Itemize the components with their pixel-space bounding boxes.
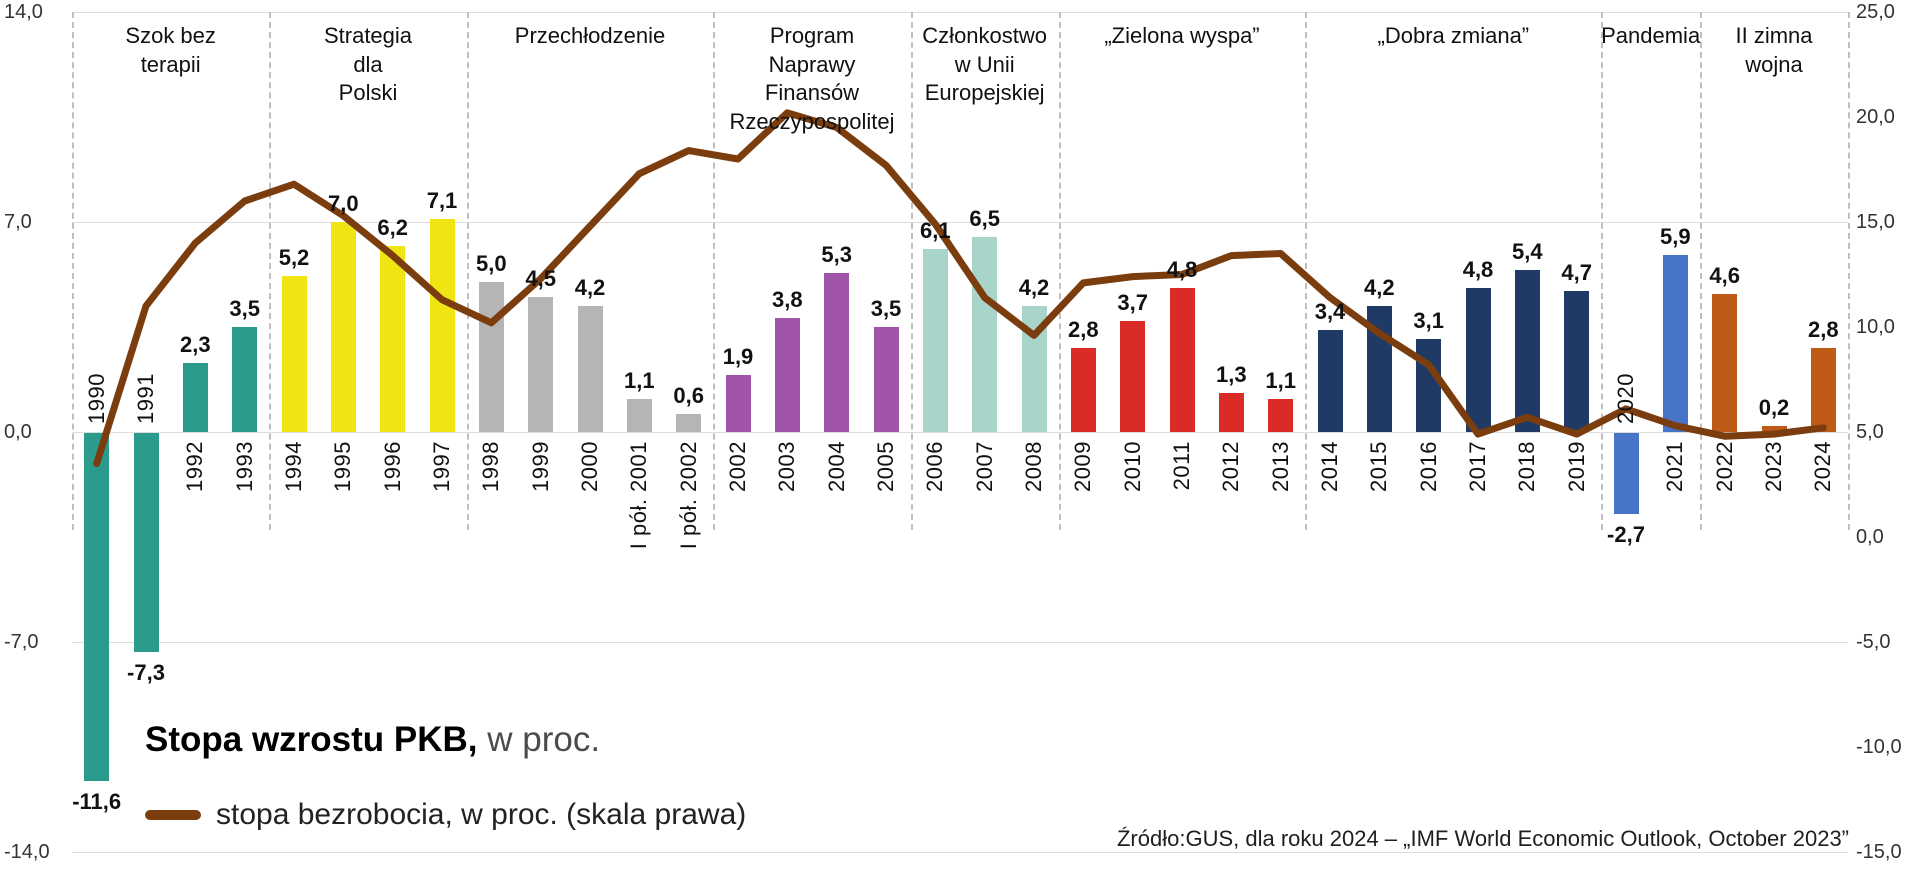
- bar-value-label: 4,5: [525, 266, 556, 291]
- bar-value-label: 2,8: [1068, 317, 1099, 342]
- legend-gdp-title-bold: Stopa wzrostu PKB,: [145, 720, 478, 759]
- bar-value-label: 6,5: [969, 206, 1000, 231]
- right-axis-tick: 20,0: [1856, 106, 1895, 128]
- bar-value-label: 1,1: [624, 368, 655, 393]
- era-label-line: „Zielona wyspa”: [1104, 23, 1260, 48]
- right-axis-tick: 5,0: [1856, 421, 1884, 443]
- bar-value-label: -11,6: [72, 789, 122, 814]
- bar-value-label: 1,3: [1216, 362, 1247, 387]
- era-label-line: Naprawy: [768, 51, 856, 77]
- right-axis-tick: -10,0: [1856, 736, 1902, 758]
- bar-value-label: 3,5: [229, 296, 260, 321]
- era-label: Program Naprawy Finansów Rzeczypospolitej: [729, 22, 894, 136]
- era-label: Szok bez terapii: [125, 22, 216, 79]
- era-label: Pandemia: [1601, 22, 1700, 51]
- right-axis-tick: -5,0: [1856, 631, 1891, 653]
- era-label-line: w Unii: [954, 51, 1015, 77]
- right-axis-tick: 0,0: [1856, 526, 1884, 548]
- era-label-line: wojna: [1745, 51, 1803, 77]
- era-label: Strategia dla Polski: [324, 22, 412, 108]
- bar-value-label: 3,5: [870, 296, 902, 321]
- era-label: Członkostwo w Unii Europejskiej: [922, 22, 1047, 108]
- bar-value-label: 0,2: [1758, 395, 1790, 420]
- era-label: II zimna wojna: [1735, 22, 1812, 79]
- bar: [84, 433, 110, 781]
- bar-value-label: 7,1: [426, 188, 458, 213]
- era-label: „Dobra zmiana”: [1378, 22, 1530, 51]
- bar-value-label: -2,7: [1607, 522, 1645, 547]
- left-axis-tick: -7,0: [4, 631, 39, 653]
- gridline: [72, 852, 1848, 853]
- bar-value-label: 4,7: [1561, 260, 1592, 285]
- left-axis-tick: 0,0: [4, 421, 32, 443]
- right-axis-tick: 10,0: [1856, 316, 1895, 338]
- legend-unemployment-item: stopa bezrobocia, w proc. (skala prawa): [145, 798, 746, 832]
- bar-value-label: 3,1: [1413, 308, 1444, 333]
- era-label-line: Europejskiej: [924, 80, 1045, 106]
- bar-value-label: 1,9: [722, 344, 754, 369]
- bar: [133, 433, 159, 652]
- bar-value-label: 5,0: [476, 251, 507, 276]
- era-label-line: Polski: [338, 80, 398, 106]
- left-axis-tick: -14,0: [4, 841, 50, 863]
- right-axis-tick: 15,0: [1856, 211, 1895, 233]
- era-label-line: Szok bez: [125, 23, 216, 48]
- bar-value-label: 5,4: [1512, 239, 1543, 264]
- era-label-line: Program: [769, 23, 855, 48]
- bar-value-label: 1,1: [1265, 368, 1296, 393]
- source-note: Źródło:GUS, dla roku 2024 – „IMF World E…: [1116, 826, 1849, 851]
- bar-value-label: 4,8: [1166, 257, 1198, 282]
- legend-gdp-title-rest: w proc.: [477, 720, 601, 759]
- legend-unemployment-label: stopa bezrobocia, w proc. (skala prawa): [216, 798, 747, 831]
- gridline: [72, 642, 1848, 643]
- unemployment-line-swatch-icon: [145, 810, 201, 820]
- legend-gdp-title: Stopa wzrostu PKB, w proc.: [145, 720, 600, 760]
- bar-value-label: 2,3: [180, 332, 211, 357]
- era-separator: [72, 12, 74, 530]
- era-label-line: dla: [353, 51, 383, 77]
- bar-value-label: 3,7: [1117, 290, 1148, 315]
- bar-value-label: 0,6: [673, 383, 704, 408]
- era-label-line: II zimna: [1735, 23, 1813, 48]
- bar-value-label: 4,8: [1462, 257, 1494, 282]
- bar-value-label: 4,2: [1364, 275, 1395, 300]
- bar-value-label: 4,6: [1709, 263, 1740, 288]
- bar-value-label: -7,3: [127, 660, 165, 685]
- bar-value-label: 6,1: [920, 218, 951, 243]
- era-label-line: Finansów: [764, 80, 860, 106]
- bar-value-label: 5,9: [1660, 224, 1691, 249]
- era-label-line: „Dobra zmiana”: [1377, 23, 1530, 48]
- bar-value-label: 5,3: [821, 242, 852, 267]
- era-label-line: Strategia: [323, 23, 413, 48]
- bar-value-label: 3,4: [1314, 299, 1346, 324]
- right-axis-tick: 25,0: [1856, 1, 1895, 23]
- era-label: „Zielona wyspa”: [1104, 22, 1259, 51]
- era-label-line: Przechłodzenie: [514, 23, 666, 48]
- era-label-line: Pandemia: [1601, 23, 1701, 48]
- era-label-line: Członkostwo: [922, 23, 1048, 48]
- era-separator: [1848, 12, 1850, 530]
- era-label: Przechłodzenie: [515, 22, 665, 51]
- bar-value-label: 2,8: [1808, 317, 1839, 342]
- right-axis-tick: -15,0: [1856, 841, 1902, 863]
- bar-value-label: 4,2: [1018, 275, 1050, 300]
- gridline: [72, 12, 1848, 13]
- bar-value-label: 3,8: [772, 287, 803, 312]
- bar-value-label: 7,0: [328, 191, 359, 216]
- era-label-line: Rzeczypospolitej: [729, 108, 895, 134]
- bar-value-label: 6,2: [377, 215, 408, 240]
- bar-value-label: 4,2: [574, 275, 606, 300]
- era-label-line: terapii: [140, 51, 201, 77]
- left-axis-tick: 14,0: [4, 1, 43, 23]
- left-axis-tick: 7,0: [4, 211, 32, 233]
- bar-value-label: 5,2: [278, 245, 310, 270]
